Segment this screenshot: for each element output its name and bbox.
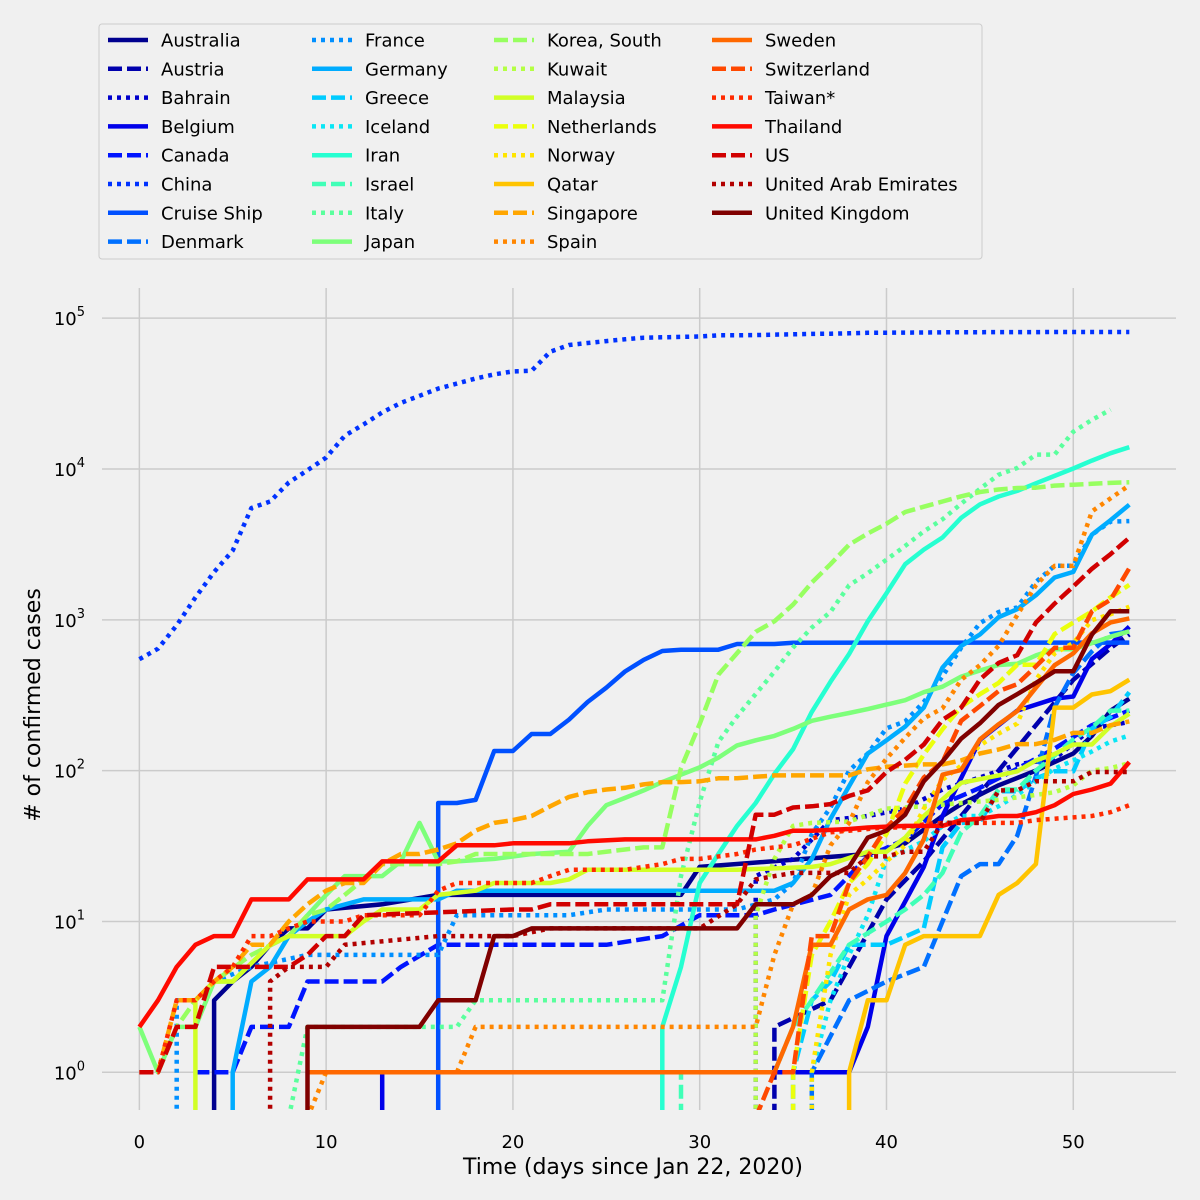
legend-label: Belgium xyxy=(161,117,235,138)
series-line-singapore xyxy=(155,719,1130,1073)
y-tick-label: 100 xyxy=(54,1059,85,1084)
series-line-cruise-ship xyxy=(435,640,1130,1110)
x-tick-label: 50 xyxy=(1062,1132,1085,1153)
legend-label: Netherlands xyxy=(547,117,657,138)
series-line-norway xyxy=(809,604,1131,1110)
legend-label: Japan xyxy=(364,232,415,253)
series-line-netherlands xyxy=(790,583,1131,1110)
legend-label: Cruise Ship xyxy=(161,203,263,224)
legend-label: Austria xyxy=(161,59,225,80)
series-lines xyxy=(137,329,1132,1110)
legend-label: France xyxy=(365,31,425,52)
legend-label: Bahrain xyxy=(161,88,231,109)
legend-label: Spain xyxy=(547,232,597,253)
grid xyxy=(102,288,1176,1110)
x-tick-label: 40 xyxy=(875,1132,898,1153)
series-line-iran xyxy=(660,445,1130,1110)
legend-label: Qatar xyxy=(547,175,598,196)
series-line-thailand xyxy=(137,760,1131,1029)
series-line-us xyxy=(139,536,1131,1075)
y-tick-label: 102 xyxy=(54,758,85,783)
x-tick-label: 20 xyxy=(501,1132,524,1153)
legend-label: Malaysia xyxy=(547,88,626,109)
x-axis-ticks: 0 10 20 30 40 50 xyxy=(134,1132,1085,1153)
series-line-italy xyxy=(288,407,1112,1110)
series-line-france xyxy=(174,518,1130,1110)
legend-frame xyxy=(98,23,983,260)
y-axis-label: # of confirmed cases xyxy=(21,588,46,822)
legend-label: Norway xyxy=(547,146,616,167)
y-tick-label: 101 xyxy=(54,908,85,933)
series-line-taiwan xyxy=(139,803,1131,1075)
legend-label: Germany xyxy=(365,59,448,80)
legend-label: Sweden xyxy=(765,31,836,52)
series-line-sweden xyxy=(307,616,1130,1075)
legend-label: United Kingdom xyxy=(765,203,909,224)
series-line-japan xyxy=(137,629,1130,1075)
x-tick-label: 10 xyxy=(315,1132,338,1153)
series-line-austria xyxy=(772,632,1131,1110)
legend-label: Denmark xyxy=(161,232,244,253)
x-tick-label: 0 xyxy=(134,1132,145,1153)
series-line-canada xyxy=(195,708,1131,1075)
legend-label: Taiwan* xyxy=(764,88,835,109)
series-line-united-kingdom xyxy=(305,608,1130,1110)
legend-label: Korea, South xyxy=(547,31,662,52)
legend-label: Canada xyxy=(161,146,230,167)
y-tick-label: 105 xyxy=(54,305,85,330)
series-line-qatar xyxy=(846,677,1131,1110)
legend-label: US xyxy=(765,146,790,167)
x-axis-label: Time (days since Jan 22, 2020) xyxy=(462,1155,803,1180)
legend-label: Switzerland xyxy=(765,59,870,80)
legend-label: Italy xyxy=(365,203,404,224)
series-line-germany xyxy=(230,502,1131,1110)
legend-label: Thailand xyxy=(764,117,842,138)
y-tick-label: 104 xyxy=(54,456,85,481)
legend-label: United Arab Emirates xyxy=(765,175,958,196)
legend-label: Australia xyxy=(161,31,241,52)
legend-label: Iceland xyxy=(365,117,430,138)
series-line-united-arab-emirates xyxy=(267,769,1130,1110)
y-axis-ticks: 100 101 102 103 104 105 xyxy=(54,305,85,1084)
series-line-china xyxy=(138,329,1130,662)
series-line-iceland xyxy=(809,733,1130,1110)
y-tick-label: 103 xyxy=(54,607,85,632)
series-line-korea-south xyxy=(139,480,1130,1075)
series-line-bahrain xyxy=(753,719,1130,1110)
legend-label: Kuwait xyxy=(547,59,607,80)
series-line-malaysia xyxy=(193,711,1131,1110)
x-tick-label: 30 xyxy=(688,1132,711,1153)
series-line-switzerland xyxy=(756,567,1132,1110)
legend-label: Israel xyxy=(365,175,414,196)
series-line-spain xyxy=(308,483,1131,1110)
legend-label: Singapore xyxy=(547,203,638,224)
legend-label: Greece xyxy=(365,88,429,109)
legend-label: Iran xyxy=(365,146,400,167)
legend: Australia Austria Bahrain Belgium Canada Chin… xyxy=(98,23,983,260)
legend-label: China xyxy=(161,175,212,196)
